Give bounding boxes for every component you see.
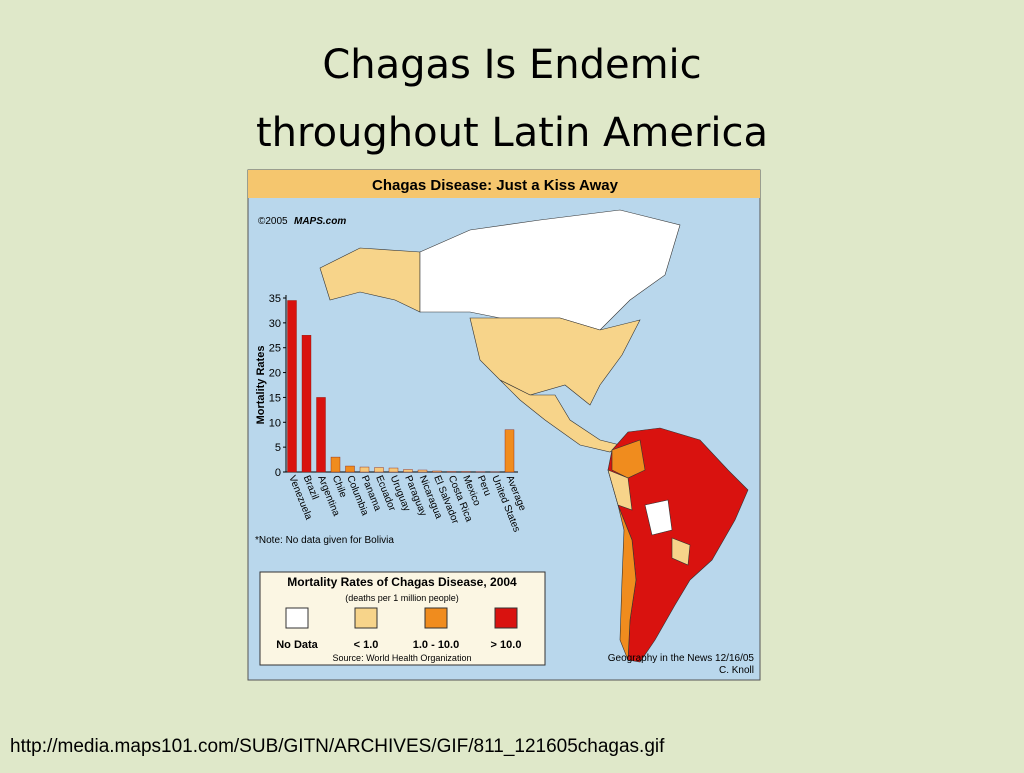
banner: Chagas Disease: Just a Kiss Away	[372, 177, 619, 194]
bar	[360, 467, 369, 472]
y-tick-label: 10	[269, 417, 281, 429]
legend-swatch	[495, 608, 517, 628]
title-line: Chagas Is Endemic	[322, 42, 701, 88]
legend-item: < 1.0	[354, 639, 379, 651]
legend-item: > 10.0	[491, 639, 522, 651]
y-tick-label: 15	[269, 392, 281, 404]
y-tick-label: 0	[275, 467, 281, 479]
source-url: http://media.maps101.com/SUB/GITN/ARCHIV…	[10, 736, 665, 757]
legend-source: Source: World Health Organization	[333, 653, 472, 663]
bar	[331, 457, 340, 472]
bar	[317, 397, 326, 472]
legend-swatch	[355, 608, 377, 628]
y-tick-label: 30	[269, 318, 281, 330]
note: *Note: No data given for Bolivia	[255, 535, 394, 546]
legend-item: 1.0 - 10.0	[413, 639, 459, 651]
logo: MAPS.com	[294, 216, 346, 227]
bar	[346, 466, 355, 472]
y-tick-label: 35	[269, 293, 281, 305]
y-tick-label: 20	[269, 368, 281, 380]
bar	[302, 335, 311, 472]
bar	[418, 470, 427, 472]
y-tick-label: 5	[275, 442, 281, 454]
bar	[288, 300, 297, 472]
y-tick-label: 25	[269, 343, 281, 355]
bar	[433, 471, 442, 472]
credit: C. Knoll	[719, 665, 754, 676]
bar	[404, 470, 413, 472]
legend-subtitle: (deaths per 1 million people)	[345, 593, 459, 603]
y-axis-label: Mortality Rates	[255, 346, 267, 425]
legend-item: No Data	[276, 639, 318, 651]
copyright: ©2005	[258, 216, 288, 227]
legend-swatch	[425, 608, 447, 628]
bar	[375, 468, 384, 472]
title-line: throughout Latin America	[256, 110, 768, 156]
bar	[505, 430, 514, 472]
legend-title: Mortality Rates of Chagas Disease, 2004	[287, 575, 517, 589]
credit: Geography in the News 12/16/05	[608, 653, 755, 664]
legend-swatch	[286, 608, 308, 628]
bar	[389, 468, 398, 472]
